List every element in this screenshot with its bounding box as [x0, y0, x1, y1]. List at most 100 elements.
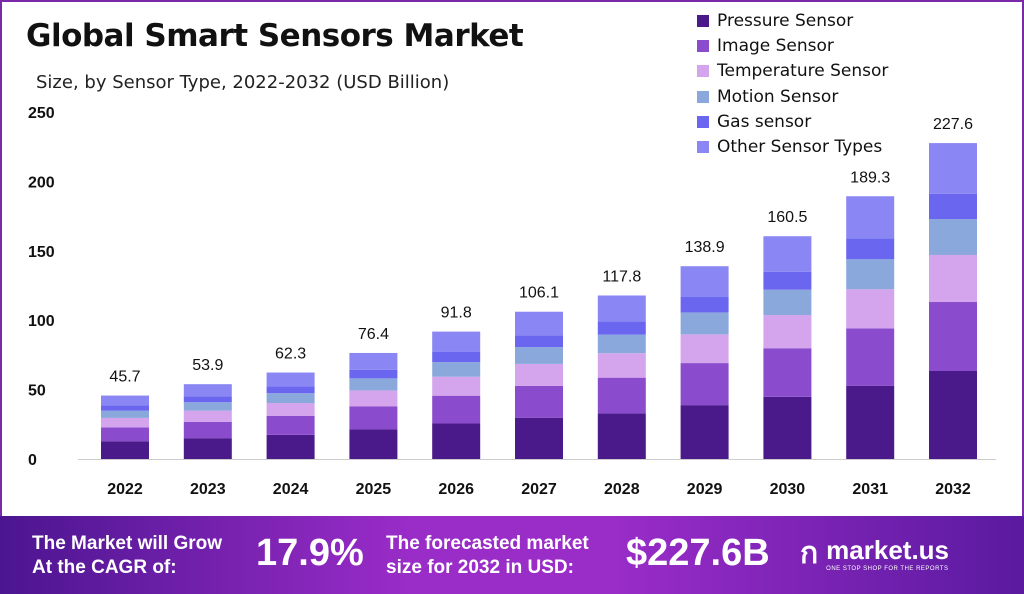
stacked-bar-chart: 0 50 100 150 200 250 45.7 2022 53.9 2023 62.3 2024 7…	[28, 105, 996, 498]
chart-subtitle: Size, by Sensor Type, 2022-2032 (USD Bil…	[36, 72, 450, 93]
legend-label: Other Sensor Types	[717, 137, 883, 158]
y-tick-label: 150	[28, 244, 55, 261]
y-tick-label: 250	[28, 105, 55, 122]
logo-text: market.us ONE STOP SHOP FOR THE REPORTS	[826, 535, 949, 573]
bar-segment	[349, 390, 398, 407]
bar-segment	[101, 410, 149, 418]
bar-segment	[266, 403, 315, 416]
bar-total-label: 45.7	[109, 369, 140, 386]
bar-segment	[680, 334, 729, 364]
bar-segment	[432, 376, 481, 396]
legend-label: Temperature Sensor	[717, 61, 889, 82]
legend-item: Pressure Sensor	[697, 8, 888, 33]
bar-segment	[763, 271, 812, 290]
bar-segment	[680, 266, 729, 298]
bar-segment	[680, 297, 729, 313]
bar-segment	[183, 410, 232, 422]
y-tick-label: 0	[28, 452, 37, 469]
legend-swatch	[697, 14, 709, 27]
bar-segment	[846, 385, 895, 459]
bar-segment	[929, 371, 977, 459]
bar-segment	[680, 363, 729, 406]
legend-swatch	[697, 115, 709, 128]
bar-segment	[846, 238, 895, 260]
bar-segment	[846, 328, 895, 386]
bar-segment	[597, 413, 646, 459]
bar-segment	[515, 363, 563, 386]
bar-segment	[515, 417, 563, 459]
bar-segment	[183, 384, 232, 397]
bar-segment	[846, 196, 895, 239]
legend-swatch	[697, 90, 709, 103]
logo-tagline: ONE STOP SHOP FOR THE REPORTS	[826, 565, 949, 572]
legend-label: Motion Sensor	[717, 86, 839, 107]
forecast-label-line2: size for 2032 in USD:	[386, 557, 574, 578]
bar-segment	[349, 352, 398, 370]
bar-total-label: 117.8	[602, 268, 641, 285]
bar-segment	[432, 395, 481, 424]
bar-segment	[515, 335, 563, 348]
bar-segment	[929, 143, 977, 194]
bar-total-label: 76.4	[358, 326, 389, 343]
legend-item: Temperature Sensor	[697, 59, 888, 84]
bar-segment	[101, 427, 149, 442]
logo-mark-icon: ก	[800, 537, 819, 570]
bar-segment	[515, 311, 563, 336]
footer-banner: The Market will Grow At the CAGR of: 17.…	[0, 516, 1024, 594]
x-tick-label: 2028	[604, 481, 640, 498]
x-tick-label: 2031	[852, 481, 888, 498]
bar-segment	[101, 441, 149, 459]
market-us-logo: ก market.us ONE STOP SHOP FOR THE REPORT…	[800, 530, 949, 577]
bar-segment	[349, 429, 398, 459]
legend-swatch	[697, 39, 709, 52]
x-tick-label: 2022	[107, 481, 143, 498]
bar-total-label: 62.3	[275, 346, 306, 363]
bar-segment	[515, 347, 563, 364]
bar-segment	[597, 377, 646, 414]
bar-total-label: 160.5	[767, 209, 807, 226]
bar-segment	[597, 295, 646, 322]
bar-segment	[680, 312, 729, 335]
bar-total-label: 227.6	[933, 116, 973, 133]
bar-segment	[763, 348, 812, 397]
bar-segment	[101, 417, 149, 428]
bar-total-label: 138.9	[685, 239, 725, 256]
logo-name: market.us	[826, 534, 950, 565]
legend-label: Gas sensor	[717, 111, 812, 132]
forecast-label-line1: The forecasted market	[386, 533, 589, 554]
bar-segment	[183, 402, 232, 411]
cagr-label: The Market will Grow At the CAGR of:	[32, 532, 222, 580]
bar-total-label: 106.1	[519, 285, 559, 302]
bar-segment	[763, 315, 812, 349]
forecast-label: The forecasted market size for 2032 in U…	[386, 532, 589, 580]
legend-item: Gas sensor	[697, 109, 888, 134]
bar-segment	[929, 302, 977, 372]
bar-segment	[763, 289, 812, 316]
x-tick-label: 2032	[935, 481, 971, 498]
bar-segment	[763, 236, 812, 272]
legend-item: Image Sensor	[697, 33, 888, 58]
bar-segment	[266, 386, 315, 394]
x-tick-label: 2024	[273, 481, 309, 498]
bar-total-label: 53.9	[192, 357, 223, 374]
x-tick-label: 2029	[687, 481, 723, 498]
bar-total-label: 91.8	[441, 305, 472, 322]
bar-segment	[929, 254, 977, 303]
bar-segment	[266, 434, 315, 459]
bar-segment	[349, 369, 398, 379]
y-tick-label: 50	[28, 383, 46, 400]
bar-segment	[846, 289, 895, 329]
legend-item: Other Sensor Types	[697, 134, 888, 159]
cagr-value: 17.9%	[256, 532, 364, 574]
bar-segment	[101, 395, 149, 406]
x-tick-label: 2030	[770, 481, 806, 498]
x-tick-label: 2023	[190, 481, 226, 498]
legend-item: Motion Sensor	[697, 84, 888, 109]
x-tick-label: 2026	[438, 481, 474, 498]
legend-label: Pressure Sensor	[717, 10, 854, 31]
bar-segment	[183, 438, 232, 459]
x-tick-label: 2025	[356, 481, 392, 498]
bar-segment	[349, 406, 398, 430]
forecast-value: $227.6B	[626, 532, 770, 574]
bar-segment	[183, 421, 232, 439]
